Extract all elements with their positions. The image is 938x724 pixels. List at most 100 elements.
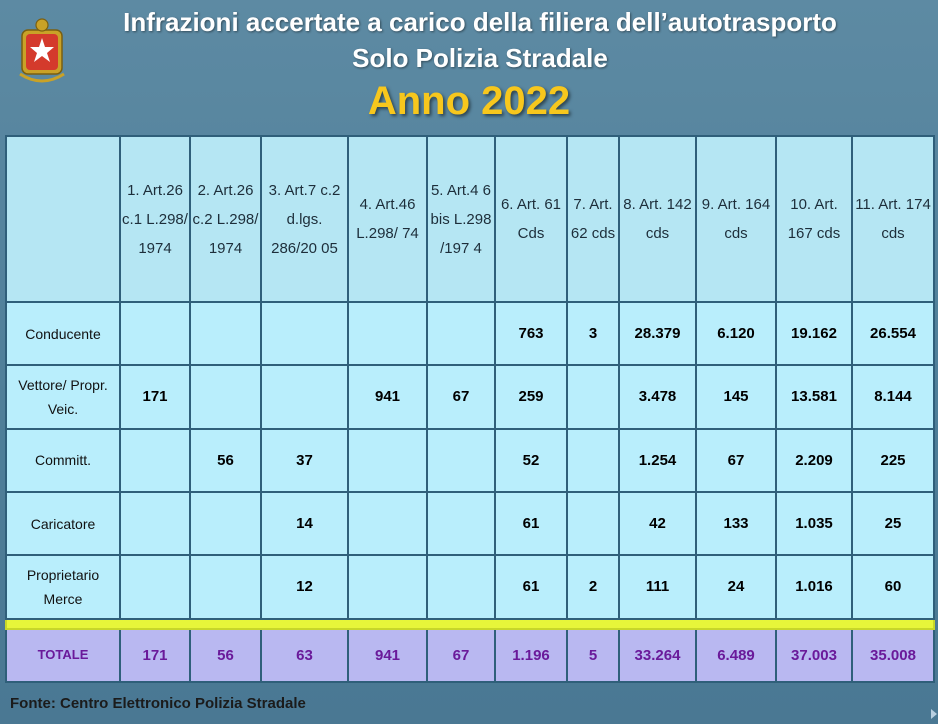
table-row: Vettore/ Propr. Veic. 171 941 67 259 3.4… (5, 364, 935, 430)
table-cell: 3.478 (618, 364, 697, 430)
column-header: 4. Art.46 L.298/ 74 (347, 135, 428, 303)
separator-row (5, 617, 935, 630)
column-header: 9. Art. 164 cds (695, 135, 777, 303)
page-subtitle: Solo Polizia Stradale (352, 43, 608, 73)
table-cell (260, 300, 349, 367)
table-cell: 8.144 (851, 364, 935, 430)
total-cell: 37.003 (775, 627, 853, 684)
infractions-table: 1. Art.26 c.1 L.298/ 1974 2. Art.26 c.2 … (5, 135, 935, 684)
total-cell: 5 (566, 627, 620, 684)
row-label: Committ. (5, 427, 121, 493)
table-row: Caricatore 14 61 42 133 1.035 25 (5, 490, 935, 557)
table-cell (426, 300, 496, 367)
table-cell: 111 (618, 554, 697, 620)
table-cell: 171 (119, 364, 191, 430)
total-cell: 1.196 (494, 627, 568, 684)
table-cell: 13.581 (775, 364, 853, 430)
table-header-row: 1. Art.26 c.1 L.298/ 1974 2. Art.26 c.2 … (5, 135, 935, 303)
total-cell: 63 (260, 627, 349, 684)
column-header: 2. Art.26 c.2 L.298/ 1974 (189, 135, 262, 303)
table-cell (260, 364, 349, 430)
table-cell: 941 (347, 364, 428, 430)
table-cell (347, 554, 428, 620)
table-cell: 145 (695, 364, 777, 430)
row-label: Vettore/ Propr. Veic. (5, 364, 121, 430)
table-cell: 52 (494, 427, 568, 493)
column-header: 5. Art.4 6 bis L.298 /197 4 (426, 135, 496, 303)
table-cell (119, 490, 191, 557)
next-arrow-icon (931, 709, 937, 719)
table-cell: 133 (695, 490, 777, 557)
table-cell: 28.379 (618, 300, 697, 367)
total-label: TOTALE (5, 627, 121, 684)
table-cell (426, 554, 496, 620)
table-cell (566, 490, 620, 557)
table-cell: 25 (851, 490, 935, 557)
column-header: 7. Art. 62 cds (566, 135, 620, 303)
table-cell (119, 554, 191, 620)
table-cell: 2.209 (775, 427, 853, 493)
total-cell: 56 (189, 627, 262, 684)
row-label: Proprietario Merce (5, 554, 121, 620)
table-row: Conducente 763 3 28.379 6.120 19.162 26.… (5, 300, 935, 367)
table-cell (119, 300, 191, 367)
table-cell (189, 490, 262, 557)
table-cell (426, 490, 496, 557)
table-cell: 60 (851, 554, 935, 620)
table-cell: 24 (695, 554, 777, 620)
table-cell: 26.554 (851, 300, 935, 367)
table-cell: 37 (260, 427, 349, 493)
table-cell: 61 (494, 490, 568, 557)
table-cell: 67 (426, 364, 496, 430)
table-cell: 61 (494, 554, 568, 620)
column-header: 6. Art. 61 Cds (494, 135, 568, 303)
table-cell: 6.120 (695, 300, 777, 367)
table-cell (347, 490, 428, 557)
table-row: Committ. 56 37 52 1.254 67 2.209 225 (5, 427, 935, 493)
total-cell: 67 (426, 627, 496, 684)
table-cell: 2 (566, 554, 620, 620)
table-row: Proprietario Merce 12 61 2 111 24 1.016 … (5, 554, 935, 620)
table-cell: 763 (494, 300, 568, 367)
table-cell: 12 (260, 554, 349, 620)
column-header: 1. Art.26 c.1 L.298/ 1974 (119, 135, 191, 303)
table-cell: 1.035 (775, 490, 853, 557)
total-cell: 941 (347, 627, 428, 684)
table-cell: 1.016 (775, 554, 853, 620)
table-cell: 1.254 (618, 427, 697, 493)
table-cell (566, 427, 620, 493)
table-cell (119, 427, 191, 493)
total-cell: 35.008 (851, 627, 935, 684)
table-cell (426, 427, 496, 493)
table-cell (189, 364, 262, 430)
table-cell (189, 300, 262, 367)
column-header: 10. Art. 167 cds (775, 135, 853, 303)
source-note: Fonte: Centro Elettronico Polizia Strada… (10, 695, 306, 712)
page-title: Infrazioni accertate a carico della fili… (123, 7, 837, 37)
table-cell: 3 (566, 300, 620, 367)
table-cell: 19.162 (775, 300, 853, 367)
row-label: Caricatore (5, 490, 121, 557)
table-cell: 56 (189, 427, 262, 493)
total-cell: 171 (119, 627, 191, 684)
total-cell: 33.264 (618, 627, 697, 684)
table-cell (189, 554, 262, 620)
row-label: Conducente (5, 300, 121, 367)
total-cell: 6.489 (695, 627, 777, 684)
table-cell: 42 (618, 490, 697, 557)
table-cell: 14 (260, 490, 349, 557)
table-cell (566, 364, 620, 430)
year-heading: Anno 2022 (367, 79, 571, 123)
table-cell: 225 (851, 427, 935, 493)
total-row: TOTALE 171 56 63 941 67 1.196 5 33.264 6… (5, 627, 935, 684)
separator-bar (5, 617, 935, 630)
table-cell: 259 (494, 364, 568, 430)
polizia-emblem-icon (16, 16, 68, 86)
table-cell: 67 (695, 427, 777, 493)
table-cell (347, 427, 428, 493)
column-header: 3. Art.7 c.2 d.lgs. 286/20 05 (260, 135, 349, 303)
table-cell (347, 300, 428, 367)
column-header: 8. Art. 142 cds (618, 135, 697, 303)
column-header: 11. Art. 174 cds (851, 135, 935, 303)
column-header-blank (5, 135, 121, 303)
